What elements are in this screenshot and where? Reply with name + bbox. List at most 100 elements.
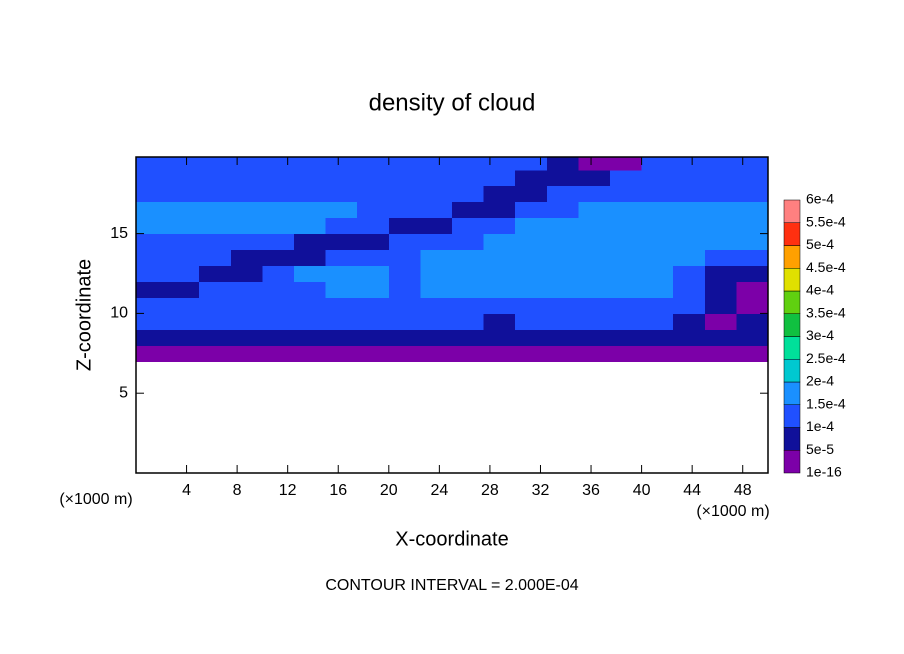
contour-cell bbox=[294, 169, 327, 187]
contour-cell bbox=[610, 297, 643, 314]
colorbar-segment bbox=[783, 381, 801, 405]
colorbar-segment bbox=[783, 268, 801, 292]
contour-cell bbox=[357, 329, 390, 346]
contour-cell bbox=[136, 201, 169, 219]
contour-cell bbox=[420, 233, 453, 251]
contour-cell bbox=[262, 313, 295, 330]
colorbar-segment bbox=[783, 245, 801, 269]
contour-cell bbox=[199, 233, 232, 251]
contour-cell bbox=[294, 297, 327, 314]
contour-cell bbox=[136, 157, 169, 171]
colorbar-label: 2.5e-4 bbox=[806, 350, 846, 366]
contour-cell bbox=[230, 157, 263, 171]
x-tick-label: 48 bbox=[734, 482, 752, 499]
contour-cell bbox=[704, 233, 737, 251]
contour-cell bbox=[641, 217, 674, 235]
contour-cell bbox=[325, 249, 358, 267]
contour-cell bbox=[673, 201, 706, 219]
contour-cell bbox=[136, 281, 169, 298]
x-tick-label: 40 bbox=[633, 482, 651, 499]
contour-cell bbox=[262, 157, 295, 171]
contour-cell bbox=[673, 265, 706, 282]
contour-cell bbox=[325, 281, 358, 298]
contour-cell bbox=[483, 201, 516, 219]
contour-cell bbox=[199, 185, 232, 203]
contour-cell bbox=[420, 313, 453, 330]
contour-cell bbox=[704, 249, 737, 267]
contour-cell bbox=[420, 345, 453, 362]
contour-cell bbox=[199, 217, 232, 235]
contour-cell bbox=[673, 281, 706, 298]
contour-cell bbox=[230, 185, 263, 203]
contour-cell bbox=[610, 233, 643, 251]
contour-cell bbox=[325, 233, 358, 251]
contour-cell bbox=[262, 217, 295, 235]
contour-cell bbox=[357, 249, 390, 267]
contour-cell bbox=[641, 345, 674, 362]
contour-cell bbox=[325, 297, 358, 314]
contour-cell bbox=[262, 249, 295, 267]
contour-cell bbox=[641, 169, 674, 187]
contour-cell bbox=[388, 249, 421, 267]
contour-cell bbox=[452, 169, 485, 187]
contour-cell bbox=[294, 329, 327, 346]
contour-cell bbox=[673, 249, 706, 267]
contour-cell bbox=[357, 297, 390, 314]
contour-cell bbox=[230, 281, 263, 298]
contour-cell bbox=[736, 217, 769, 235]
contour-cell bbox=[704, 345, 737, 362]
contour-cell bbox=[704, 201, 737, 219]
contour-cell bbox=[673, 313, 706, 330]
contour-cell bbox=[199, 313, 232, 330]
x-tick-label: 32 bbox=[532, 482, 550, 499]
contour-cell bbox=[452, 281, 485, 298]
contour-cell bbox=[420, 265, 453, 282]
contour-cell bbox=[704, 265, 737, 282]
colorbar-label: 4e-4 bbox=[806, 282, 834, 298]
colorbar-label: 6e-4 bbox=[806, 191, 834, 207]
contour-cell bbox=[673, 217, 706, 235]
contour-cell bbox=[420, 217, 453, 235]
contour-cell bbox=[452, 265, 485, 282]
colorbar-label: 2e-4 bbox=[806, 373, 834, 389]
contour-cell bbox=[199, 281, 232, 298]
contour-cell bbox=[262, 201, 295, 219]
contour-cell bbox=[578, 217, 611, 235]
contour-cell bbox=[136, 345, 169, 362]
contour-cell bbox=[546, 201, 579, 219]
contour-cell bbox=[483, 345, 516, 362]
contour-cell bbox=[515, 281, 548, 298]
y-axis-label: Z-coordinate bbox=[73, 259, 95, 371]
y-tick-label: 5 bbox=[119, 384, 128, 401]
contour-cell bbox=[262, 345, 295, 362]
contour-cell bbox=[388, 233, 421, 251]
contour-cell bbox=[641, 185, 674, 203]
contour-cell bbox=[483, 265, 516, 282]
contour-cell bbox=[262, 169, 295, 187]
contour-cell bbox=[325, 201, 358, 219]
contour-cell bbox=[546, 281, 579, 298]
contour-cell bbox=[388, 345, 421, 362]
contour-cell bbox=[167, 313, 200, 330]
contour-cell bbox=[483, 281, 516, 298]
contour-cell bbox=[136, 249, 169, 267]
contour-cell bbox=[452, 345, 485, 362]
contour-cell bbox=[736, 249, 769, 267]
contour-cell bbox=[704, 329, 737, 346]
contour-cell bbox=[578, 281, 611, 298]
contour-cell bbox=[515, 297, 548, 314]
contour-cell bbox=[357, 313, 390, 330]
contour-cell bbox=[420, 157, 453, 171]
contour-cell bbox=[641, 297, 674, 314]
contour-cell bbox=[546, 217, 579, 235]
contour-cell bbox=[294, 265, 327, 282]
colorbar-segment bbox=[783, 404, 801, 428]
contour-cell bbox=[610, 329, 643, 346]
contour-cell bbox=[704, 157, 737, 171]
contour-cell bbox=[704, 217, 737, 235]
contour-cell bbox=[610, 249, 643, 267]
contour-cell bbox=[515, 313, 548, 330]
contour-cell bbox=[515, 169, 548, 187]
contour-cell bbox=[452, 201, 485, 219]
y-tick-label: 15 bbox=[110, 225, 128, 242]
